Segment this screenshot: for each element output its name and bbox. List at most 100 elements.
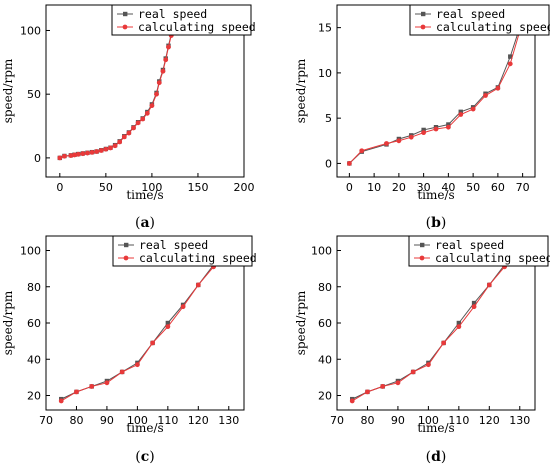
y-tick-label: 20	[27, 390, 41, 403]
y-tick-label: 100	[20, 245, 41, 258]
data-point	[346, 161, 352, 166]
data-point	[131, 125, 136, 131]
data-point	[80, 151, 86, 157]
data-point	[395, 380, 401, 386]
x-axis-label: time/s	[417, 188, 454, 202]
data-point	[421, 130, 427, 136]
chart-panel-c: 70 80 90 100 110 120 13020406080100time/sspeed…	[1, 235, 257, 465]
legend-entry-label: calculating speed	[436, 20, 550, 34]
legend-marker	[124, 242, 129, 248]
x-tick-label: 0	[346, 181, 353, 194]
data-point	[410, 369, 416, 375]
data-point	[470, 106, 476, 112]
legend-box	[112, 235, 253, 267]
y-tick-label: 80	[27, 281, 41, 294]
data-point	[396, 138, 402, 144]
data-point	[89, 384, 95, 389]
x-tick-label: 130	[218, 414, 239, 427]
panel-paren-open: (	[426, 449, 431, 465]
data-point	[121, 134, 127, 140]
x-tick-label: 70	[39, 414, 53, 427]
legend-marker	[420, 24, 426, 30]
data-point	[108, 145, 113, 151]
series-line	[59, 19, 226, 159]
data-point	[160, 68, 166, 74]
x-tick-label: 40	[441, 181, 455, 194]
series-line	[351, 248, 521, 402]
data-point	[119, 369, 125, 375]
data-point	[195, 282, 201, 288]
y-axis-label: speed/rpm	[1, 58, 15, 123]
data-point	[165, 320, 171, 326]
series-real-speed	[350, 244, 522, 402]
x-tick-label: 100	[418, 414, 439, 427]
y-tick-label: 100	[20, 24, 41, 37]
data-point	[74, 389, 79, 395]
x-axis-label: time/s	[417, 421, 454, 435]
legend-entry-label: calculating speed	[435, 251, 550, 265]
data-point	[154, 91, 159, 97]
series-real-speed	[347, 16, 525, 166]
data-point	[144, 110, 150, 116]
legend-entry-label: calculating speed	[139, 251, 257, 265]
data-point	[165, 324, 171, 330]
legend-box	[408, 235, 549, 267]
data-point	[149, 103, 155, 109]
data-point	[94, 149, 100, 154]
data-point	[163, 57, 169, 63]
series-line	[349, 18, 524, 164]
data-point	[458, 109, 463, 115]
data-point	[508, 54, 513, 59]
y-tick-label: 40	[318, 353, 332, 366]
x-tick-label: 60	[491, 181, 505, 194]
series-line	[352, 246, 521, 400]
panel-paren-close: )	[149, 449, 154, 465]
panel-letter: b	[431, 215, 441, 231]
x-tick-label: 90	[100, 414, 114, 427]
y-tick-label: 60	[318, 317, 332, 330]
data-point	[441, 340, 447, 346]
chart-panel-a: 0 50 100 150 200050100time/sspeed/rpm(a)real…	[1, 4, 256, 231]
data-point	[456, 320, 462, 326]
data-point	[456, 324, 462, 330]
data-point	[85, 150, 90, 156]
data-point	[156, 80, 162, 86]
series-real-speed	[59, 244, 231, 402]
y-tick-label: 15	[318, 22, 332, 35]
data-point	[126, 130, 132, 136]
y-axis-label: speed/rpm	[294, 58, 308, 123]
x-tick-label: 100	[141, 181, 162, 194]
data-point	[380, 384, 386, 389]
x-tick-label: 30	[417, 181, 431, 194]
data-point	[62, 153, 67, 159]
panel-paren-open: (	[135, 449, 140, 465]
legend-marker	[122, 24, 128, 30]
y-tick-label: 80	[318, 281, 332, 294]
x-tick-label: 90	[391, 414, 405, 427]
data-point	[445, 124, 451, 130]
y-axis-label: speed/rpm	[294, 290, 308, 355]
data-point	[98, 148, 104, 153]
series-calculating-speed	[349, 246, 523, 404]
x-tick-label: 70	[516, 181, 530, 194]
y-tick-label: 100	[311, 245, 332, 258]
legend-marker	[421, 11, 426, 17]
data-point	[483, 93, 488, 98]
legend-marker	[123, 11, 128, 17]
y-tick-label: 5	[325, 112, 332, 125]
y-tick-label: 0	[34, 152, 41, 165]
chart-panel-b: 0 10 20 30 40 50 60 70 0 5 10 15 time/s speed/rpm (b) r…	[294, 4, 550, 231]
panel-paren-close: )	[441, 449, 446, 465]
data-point	[471, 300, 477, 306]
panel-label: (d)	[426, 449, 447, 465]
legend-marker	[419, 255, 425, 261]
x-tick-label: 50	[466, 181, 480, 194]
panel-letter: c	[141, 449, 150, 465]
panel-paren-open: (	[135, 215, 140, 231]
data-point	[135, 120, 141, 126]
x-tick-label: 80	[360, 414, 374, 427]
data-point	[458, 112, 464, 117]
x-tick-label: 150	[187, 181, 208, 194]
chart-panel-d: 70 80 90 100 110 120 13020406080100time/sspeed…	[294, 235, 550, 465]
